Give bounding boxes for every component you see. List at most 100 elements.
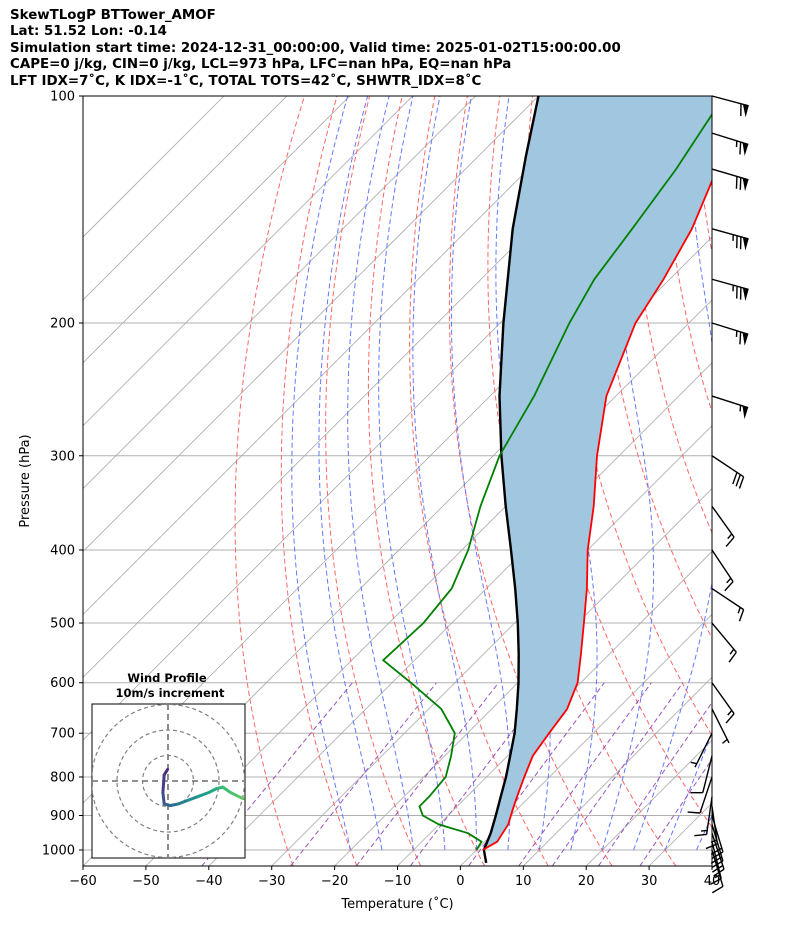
time-line: Simulation start time: 2024-12-31_00:00:… (10, 40, 621, 56)
barb-full (739, 331, 742, 345)
dry-adiabat (524, 96, 712, 829)
barb-half (727, 533, 733, 540)
isotherm-line (460, 613, 712, 866)
wind-barb (711, 455, 745, 489)
moist-adiabat (450, 96, 512, 851)
dry-adiabat (325, 96, 422, 866)
y-tick-label: 400 (50, 543, 75, 558)
barb-full (724, 581, 734, 592)
mixing-ratio-line (201, 682, 353, 866)
hodograph-segment (236, 794, 245, 801)
wind-barb (711, 682, 735, 724)
wind-barb (711, 322, 749, 346)
barb-full (711, 885, 724, 894)
wind-barb (711, 168, 749, 192)
barb-flag (742, 104, 749, 118)
y-axis-label: Pressure (hPa) (18, 434, 33, 527)
barb-shaft (711, 322, 749, 335)
dry-adiabat (280, 96, 358, 866)
barb-shaft (711, 806, 719, 845)
parcel-profile-line (482, 96, 540, 864)
location-line: Lat: 51.52 Lon: -0.14 (10, 24, 167, 40)
wind-barb (711, 587, 745, 622)
barb-shaft (711, 395, 749, 409)
barb-full (738, 609, 745, 622)
x-tick-label: 20 (578, 874, 595, 889)
barb-shaft (711, 682, 735, 715)
isotherm-line (83, 96, 225, 238)
x-tick-label: −60 (69, 874, 96, 889)
barb-full (694, 833, 707, 837)
wind-barb (711, 395, 749, 420)
dry-adiabat (409, 96, 549, 866)
profile-lines (381, 96, 712, 864)
y-tick-label: 800 (50, 770, 75, 785)
barb-shaft (711, 505, 735, 538)
barb-shaft (711, 95, 749, 107)
wind-barb (687, 776, 713, 814)
dry-adiabat (234, 96, 306, 866)
barb-shaft (699, 776, 713, 814)
temperature-line (482, 178, 712, 851)
wind-barb (690, 732, 713, 768)
barb-flag (742, 178, 749, 192)
y-tick-label: 300 (50, 449, 75, 464)
barb-full (735, 474, 741, 487)
hodograph-segment (186, 794, 201, 802)
barb-flag (742, 405, 749, 420)
x-tick-label: −20 (321, 874, 348, 889)
barb-flag (742, 332, 749, 346)
barb-shaft (711, 833, 725, 870)
x-axis-label: Temperature (˚C) (340, 896, 453, 912)
hodograph-segment (161, 773, 166, 794)
dry-adiabat (595, 96, 712, 640)
moist-adiabat (291, 96, 352, 851)
isotherm-line (83, 96, 413, 427)
barb-full (711, 864, 724, 873)
mixing-ratio-line (639, 758, 712, 866)
x-tick-label: 10 (515, 874, 532, 889)
barb-full (735, 176, 738, 189)
barb-shaft (711, 168, 749, 181)
barb-full (713, 868, 725, 877)
hodograph-segment (161, 790, 166, 806)
hodograph-plot (92, 704, 245, 858)
barb-flag (742, 237, 749, 251)
barb-full (739, 142, 742, 155)
barb-full (728, 651, 737, 663)
mixing-ratio-line (355, 682, 499, 866)
y-tick-label: 1000 (42, 844, 75, 859)
barb-half (737, 607, 741, 614)
isotherm-line (208, 362, 712, 866)
barb-half (690, 761, 697, 765)
hodograph-segment (221, 785, 232, 794)
mixing-ratio-line (409, 682, 550, 866)
y-tick-label: 900 (50, 809, 75, 824)
wind-barb (694, 796, 713, 837)
dry-adiabat (694, 96, 712, 256)
barb-full (725, 713, 735, 724)
barb-shaft (711, 278, 749, 291)
wind-barb (711, 622, 737, 663)
barb-half (700, 829, 708, 832)
cin-shading (482, 96, 712, 850)
isotherm-line (83, 96, 351, 364)
barb-full (711, 851, 724, 859)
mixing-ratio-line (290, 682, 437, 866)
x-tick-label: 0 (456, 874, 464, 889)
isotherm-line (523, 676, 712, 866)
wind-barb (711, 132, 749, 156)
isotherm-line (83, 96, 602, 615)
wind-barbs (687, 95, 749, 894)
hodograph-title: Wind Profile (127, 671, 207, 685)
chart-title: SkewTLogP BTTower_AMOF (10, 8, 216, 23)
y-tick-label: 500 (50, 617, 75, 632)
wind-barb (711, 95, 749, 118)
barb-shaft (711, 455, 745, 478)
barb-flag (742, 287, 749, 301)
y-tick-label: 200 (50, 316, 75, 331)
y-tick-label: 700 (50, 727, 75, 742)
barb-shaft (711, 132, 749, 146)
axes: −60 −50 −40 −30 −20 −10 0 10 20 30 40 1000 900 800 700… (42, 90, 720, 890)
x-tick-label: 30 (641, 874, 658, 889)
